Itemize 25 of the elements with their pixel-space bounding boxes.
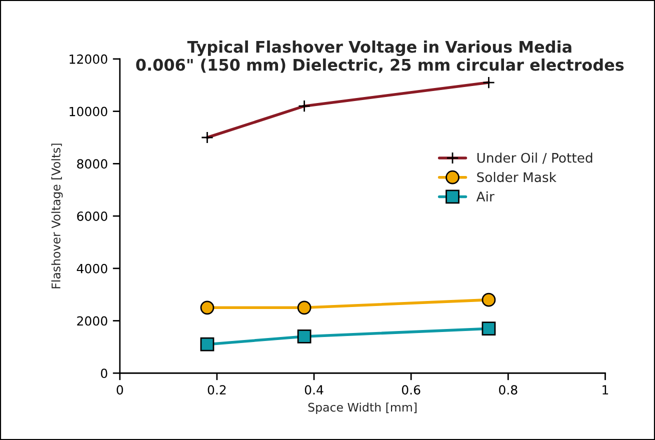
y-tick-label: 4000 xyxy=(76,264,108,274)
y-tick-label: 10000 xyxy=(70,106,108,116)
point xyxy=(482,292,496,307)
y-tick-label: 8000 xyxy=(77,159,108,169)
point xyxy=(297,300,312,315)
point xyxy=(297,330,312,344)
legend-label: Under Oil / Potted xyxy=(477,152,592,164)
x-tick-label: 0.2 xyxy=(208,385,226,395)
chart-title: Typical Flashover Voltage in Various Media 0.006" (150 mm) Dielectric, 25 mm circular electrodes xyxy=(136,40,624,73)
y-tick-label: 0 xyxy=(100,368,108,378)
point xyxy=(200,300,214,315)
x-tick-label: 0.4 xyxy=(304,385,324,395)
x-tick-label: 1 xyxy=(602,385,608,394)
point xyxy=(482,322,496,336)
y-axis-title: Flashover Voltage [Volts] xyxy=(51,144,63,288)
x-tick-label: 0.6 xyxy=(402,385,420,395)
y-tick-label: 12000 xyxy=(70,54,108,64)
x-axis-title: Space Width [mm] xyxy=(308,402,417,414)
y-tick-label: 6000 xyxy=(77,212,108,221)
y-tick-label: 2000 xyxy=(77,316,108,326)
x-tick-label: 0 xyxy=(116,385,124,395)
legend-label: Air xyxy=(476,191,494,202)
legend-label: Solder Mask xyxy=(477,172,556,182)
x-tick-label: 0.8 xyxy=(499,385,518,395)
point xyxy=(200,337,214,352)
